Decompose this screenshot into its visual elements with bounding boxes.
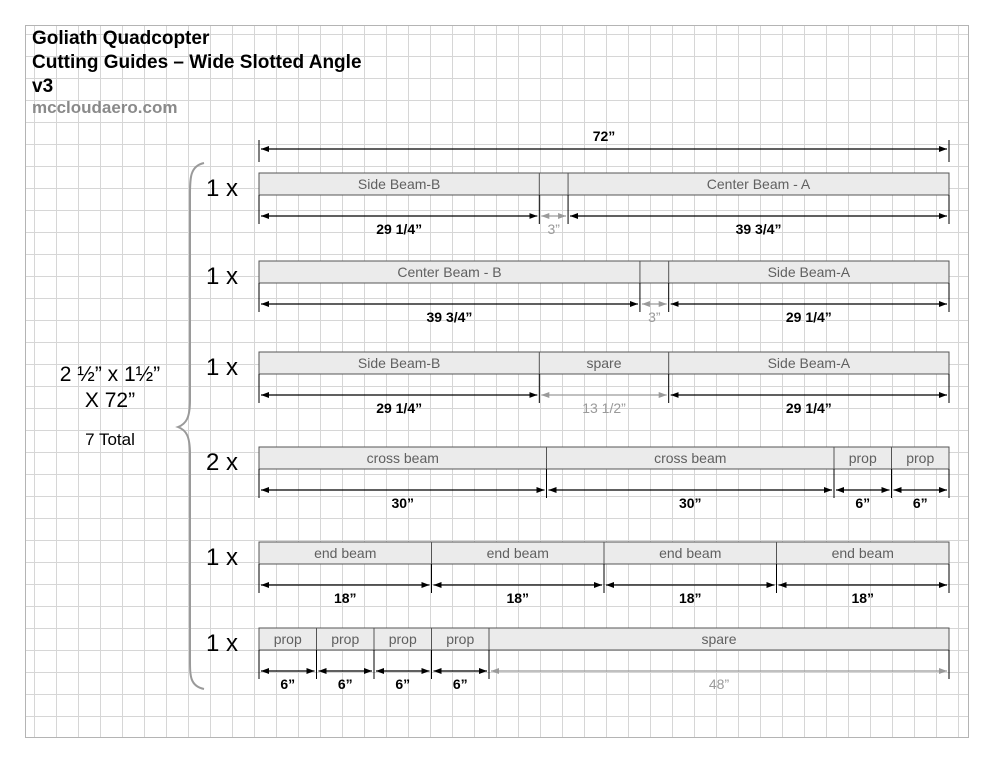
row-3-seg-1-dimension-label: 29 1/4” — [376, 400, 422, 416]
row-2-seg-1-label: Center Beam - B — [397, 264, 501, 280]
row-6-seg-4-dimension-label: 6” — [453, 676, 468, 692]
row-5-quantity: 1 x — [206, 544, 239, 571]
row-4-seg-3-label: prop — [849, 450, 877, 466]
row-5-seg-2-dimension-label: 18” — [506, 590, 529, 606]
row-1-seg-3-label: Center Beam - A — [707, 176, 811, 192]
row-4-seg-2-dimension-label: 30” — [679, 495, 702, 511]
row-5-seg-4-label: end beam — [832, 545, 894, 561]
stock-size-line-2: X 72” — [84, 389, 136, 412]
row-4-stock-bar — [258, 446, 950, 470]
row-5-seg-1-label: end beam — [314, 545, 376, 561]
row-6-seg-5-dimension-label: 48” — [709, 676, 730, 692]
curly-brace — [175, 162, 205, 690]
row-6-seg-4-label: prop — [446, 631, 474, 647]
row-4-quantity: 2 x — [206, 449, 239, 476]
title-line-1: Goliath Quadcopter — [32, 28, 210, 49]
row-1-seg-1-label: Side Beam-B — [358, 176, 440, 192]
row-6-seg-2-label: prop — [331, 631, 359, 647]
row-1-seg-3-dimension-label: 39 3/4” — [736, 221, 782, 237]
row-3-seg-2-dimension-label: 13 1/2” — [582, 400, 626, 416]
row-3-seg-1-label: Side Beam-B — [358, 355, 440, 371]
overall-dimension-label: 72” — [593, 128, 616, 144]
row-6-quantity: 1 x — [206, 630, 239, 657]
row-4-seg-1-dimension-label: 30” — [391, 495, 414, 511]
drawing-frame — [25, 25, 969, 738]
row-3-quantity: 1 x — [206, 354, 239, 381]
row-6-seg-2-dimension-label: 6” — [338, 676, 353, 692]
row-6-seg-1-label: prop — [274, 631, 302, 647]
row-5-seg-4-dimension-label: 18” — [851, 590, 874, 606]
row-5-seg-3-dimension-label: 18” — [679, 590, 702, 606]
row-3-stock-bar — [258, 351, 950, 375]
row-6-seg-3-label: prop — [389, 631, 417, 647]
row-5-seg-2-label: end beam — [487, 545, 549, 561]
row-4-seg-2-label: cross beam — [654, 450, 726, 466]
row-6-seg-1-dimension-label: 6” — [280, 676, 295, 692]
row-6-stock-bar — [258, 627, 950, 651]
row-2-quantity: 1 x — [206, 263, 239, 290]
title-line-2: Cutting Guides – Wide Slotted Angle — [32, 52, 362, 73]
row-4-seg-4-dimension-label: 6” — [913, 495, 928, 511]
row-3-seg-3-label: Side Beam-A — [768, 355, 851, 371]
title-line-3: v3 — [32, 76, 54, 97]
row-2-stock-bar — [258, 260, 950, 284]
site-credit: mccloudaero.com — [32, 98, 178, 117]
row-5-seg-1-dimension-label: 18” — [334, 590, 357, 606]
row-4-seg-4-label: prop — [906, 450, 934, 466]
row-3-seg-3-dimension-label: 29 1/4” — [786, 400, 832, 416]
row-6-seg-3-dimension-label: 6” — [395, 676, 410, 692]
row-4-seg-3-dimension-label: 6” — [855, 495, 870, 511]
stock-size-line-1: 2 ½” x 1½” — [59, 363, 161, 386]
row-1-seg-1-dimension-label: 29 1/4” — [376, 221, 422, 237]
row-1-seg-2-dimension-label: 3” — [547, 221, 560, 237]
row-2-seg-1-dimension-label: 39 3/4” — [427, 309, 473, 325]
row-1-quantity: 1 x — [206, 175, 239, 202]
row-5-seg-3-label: end beam — [659, 545, 721, 561]
row-3-seg-2-label: spare — [586, 355, 621, 371]
row-2-seg-3-dimension-label: 29 1/4” — [786, 309, 832, 325]
row-6-seg-5-label: spare — [701, 631, 736, 647]
stock-total: 7 Total — [85, 430, 135, 449]
row-2-seg-3-label: Side Beam-A — [768, 264, 851, 280]
row-4-seg-1-label: cross beam — [367, 450, 439, 466]
row-1-stock-bar — [258, 172, 950, 196]
row-2-seg-2-dimension-label: 3” — [648, 309, 661, 325]
